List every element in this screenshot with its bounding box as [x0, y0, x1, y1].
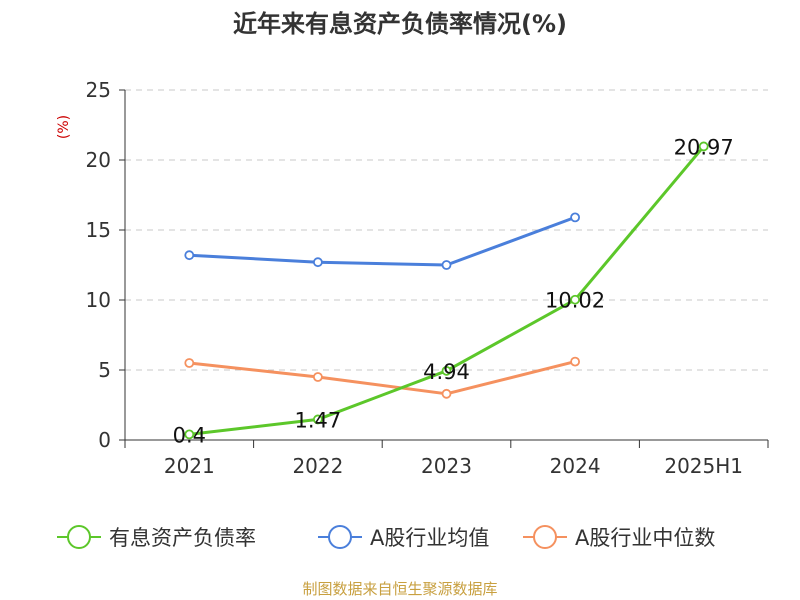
- axes: 0 5 10 15 20 25 2021 2022 2023 2024 2025H1: [86, 78, 769, 478]
- series-0: [184, 141, 709, 440]
- point-2-0: [184, 358, 195, 368]
- y-tick-label-0: 0: [98, 428, 111, 452]
- data-labels: 0.4 1.47 4.94 10.02 20.97: [173, 135, 734, 447]
- point-1-3: [570, 212, 580, 223]
- y-tick-label-25: 25: [86, 78, 111, 102]
- point-1-0: [184, 250, 195, 261]
- point-0-4: [698, 141, 709, 152]
- point-0-1: [312, 414, 323, 425]
- series-1: [184, 212, 580, 270]
- y-tick-label-15: 15: [86, 218, 111, 242]
- x-tick-label-2021: 2021: [164, 454, 215, 478]
- data-label-3: 10.02: [545, 289, 605, 313]
- series-2: [184, 356, 580, 399]
- y-tick-label-5: 5: [98, 358, 111, 382]
- legend-marker-icon-0: [67, 525, 91, 549]
- chart-title: 近年来有息资产负债率情况(%): [233, 10, 567, 38]
- legend-item-0: 有息资产负债率: [57, 525, 256, 550]
- data-label-4: 20.97: [674, 135, 734, 159]
- legend-item-1: A股行业均值: [318, 525, 489, 550]
- y-axis-unit: (%): [56, 115, 72, 139]
- point-1-2: [441, 260, 452, 270]
- y-tick-label-20: 20: [86, 148, 111, 172]
- legend-label-0: 有息资产负债率: [109, 526, 256, 550]
- gridlines: [125, 89, 768, 371]
- series-layer: [184, 141, 709, 440]
- x-tick-label-2025H1: 2025H1: [664, 454, 743, 478]
- legend-label-2: A股行业中位数: [575, 526, 715, 550]
- legend-marker-icon-2: [533, 525, 557, 549]
- point-0-3: [570, 294, 580, 305]
- data-source-note: 制图数据来自恒生聚源数据库: [302, 580, 497, 598]
- x-tick-label-2024: 2024: [550, 454, 601, 478]
- x-tick-label-2022: 2022: [292, 454, 343, 478]
- point-0-2: [441, 365, 452, 376]
- data-label-1: 1.47: [295, 408, 342, 432]
- data-label-2: 4.94: [423, 360, 470, 384]
- series-line-1: [189, 215, 576, 267]
- series-line-2: [189, 360, 576, 396]
- legend: 有息资产负债率 A股行业均值 A股行业中位数: [57, 525, 715, 550]
- y-tick-label-10: 10: [86, 288, 111, 312]
- legend-item-2: A股行业中位数: [523, 525, 715, 550]
- data-label-0: 0.4: [173, 423, 206, 447]
- legend-marker-icon-1: [328, 525, 352, 549]
- point-0-0: [184, 429, 195, 440]
- point-1-1: [312, 257, 323, 268]
- point-2-3: [570, 356, 580, 367]
- point-2-2: [441, 388, 452, 399]
- point-2-1: [312, 372, 323, 382]
- legend-label-1: A股行业均值: [370, 526, 489, 550]
- x-tick-label-2023: 2023: [421, 454, 472, 478]
